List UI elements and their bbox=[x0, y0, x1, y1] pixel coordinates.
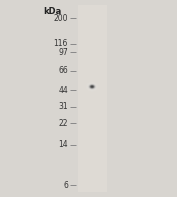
Text: 14: 14 bbox=[58, 140, 68, 149]
Text: 116: 116 bbox=[54, 39, 68, 48]
Text: 66: 66 bbox=[58, 66, 68, 75]
Text: 31: 31 bbox=[58, 102, 68, 111]
Bar bbox=[78, 5, 107, 192]
Text: 200: 200 bbox=[53, 14, 68, 22]
Text: 97: 97 bbox=[58, 48, 68, 57]
Text: 6: 6 bbox=[63, 180, 68, 190]
Text: 44: 44 bbox=[58, 86, 68, 95]
Text: 22: 22 bbox=[59, 119, 68, 128]
Text: kDa: kDa bbox=[44, 7, 62, 16]
